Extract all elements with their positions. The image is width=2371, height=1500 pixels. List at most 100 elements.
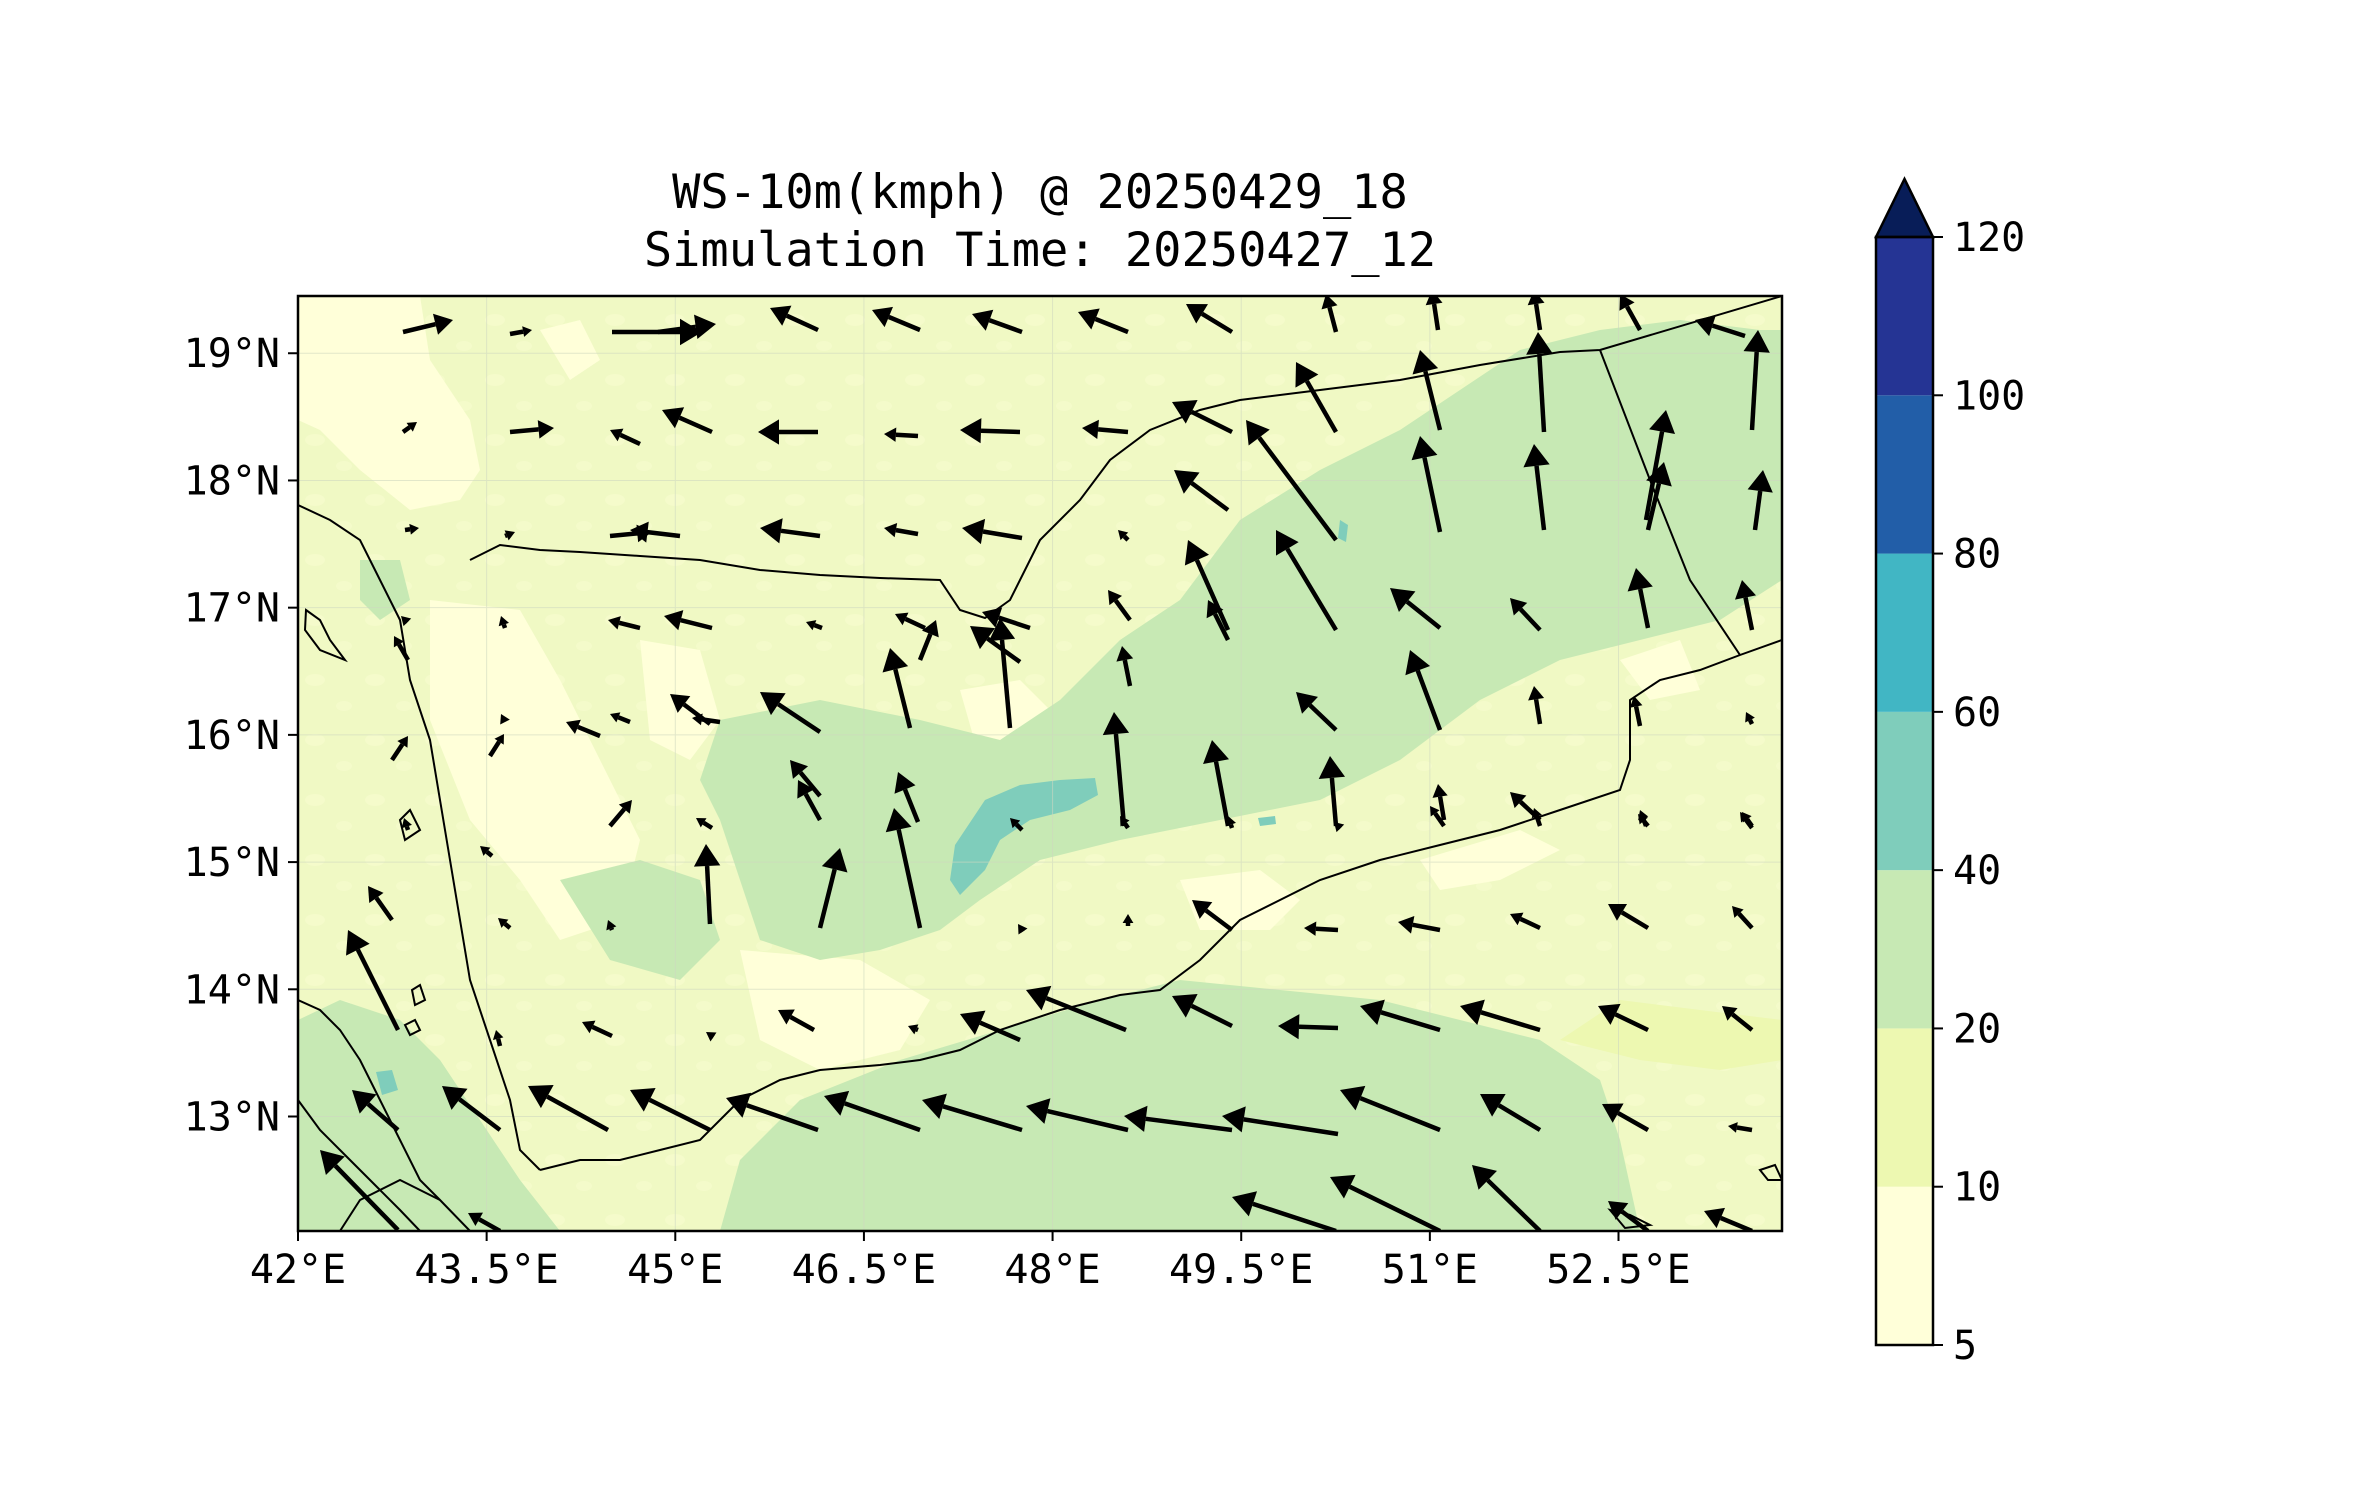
- wind-arrow: [1318, 756, 1346, 827]
- wind-vector-arrows: [320, 296, 1773, 1231]
- wind-arrow: [1203, 740, 1231, 827]
- wind-arrow: [824, 1090, 921, 1133]
- colorbar-segment: [1876, 1186, 1933, 1345]
- wind-arrow: [468, 1212, 502, 1231]
- wind-arrow: [872, 306, 921, 333]
- wind-arrow: [1222, 1106, 1339, 1137]
- wind-arrow: [401, 818, 412, 831]
- wind-arrow: [1116, 646, 1134, 687]
- wind-arrow: [1192, 900, 1234, 932]
- wind-arrow: [1225, 816, 1236, 829]
- wind-arrow: [778, 1009, 816, 1032]
- wind-arrow: [393, 636, 410, 662]
- wind-arrow: [1510, 598, 1542, 632]
- wind-arrow: [1321, 296, 1339, 333]
- wind-arrow: [922, 1093, 1023, 1133]
- wind-arrow: [1460, 999, 1541, 1033]
- wind-arrow: [1018, 924, 1028, 935]
- wind-arrow: [1638, 814, 1650, 828]
- wind-arrow: [1082, 419, 1129, 440]
- wind-arrow: [1184, 540, 1231, 631]
- wind-arrow: [1619, 296, 1642, 332]
- wind-arrow: [1122, 914, 1134, 926]
- wind-arrow: [706, 1032, 717, 1042]
- longitude-tick-label: 42°E: [250, 1247, 346, 1293]
- longitude-tick-label: 52.5°E: [1546, 1247, 1691, 1293]
- wind-arrow: [960, 1010, 1021, 1043]
- wind-arrow: [1118, 530, 1130, 542]
- wind-arrow: [1246, 420, 1338, 542]
- wind-arrow: [346, 930, 401, 1032]
- wind-arrow: [509, 420, 554, 439]
- wind-arrow: [1629, 696, 1643, 727]
- wind-arrow: [1390, 588, 1442, 630]
- map-panel: [298, 296, 1782, 1231]
- wind-arrow: [1740, 812, 1754, 830]
- latitude-tick-label: 13°N: [184, 1095, 280, 1141]
- colorbar-tick-label: 20: [1953, 1006, 2001, 1052]
- colorbar-tick-label: 60: [1953, 690, 2001, 736]
- map-title: WS-10m(kmph) @ 20250429_18: [672, 165, 1408, 220]
- colorbar-segment: [1876, 553, 1933, 712]
- wind-arrow: [885, 808, 923, 929]
- wind-arrow: [817, 848, 848, 929]
- longitude-tick-label: 49.5°E: [1169, 1247, 1314, 1293]
- wind-arrow: [1472, 1165, 1542, 1231]
- wind-arrow: [1186, 304, 1234, 334]
- map-frame: [296, 294, 1784, 1233]
- latitude-tick-label: 15°N: [184, 840, 280, 886]
- colorbar-tick-label: 40: [1953, 848, 2001, 894]
- wind-arrow: [908, 1024, 919, 1035]
- longitude-axis: 42°E 43.5°E 45°E 46.5°E 48°E 49.5°E 51°E 52.5°E: [250, 1231, 1691, 1293]
- latitude-tick-label: 19°N: [184, 331, 280, 377]
- wind-arrow: [610, 428, 641, 447]
- wind-arrow: [1598, 1003, 1649, 1033]
- wind-arrow: [390, 736, 408, 762]
- wind-arrow: [917, 620, 939, 661]
- colorbar-extend-arrow: [1873, 176, 1936, 239]
- wind-arrow: [1334, 822, 1345, 833]
- wind-arrow: [1523, 444, 1550, 531]
- map-subtitle: Simulation Time: 20250427_12: [644, 223, 1436, 278]
- wind-arrow: [582, 1020, 613, 1039]
- colorbar-segment: [1876, 711, 1933, 871]
- wind-arrow: [402, 313, 453, 335]
- wind-arrow: [693, 844, 721, 925]
- wind-arrow: [1425, 296, 1443, 331]
- wind-arrow: [606, 920, 617, 931]
- latitude-tick-label: 17°N: [184, 586, 280, 632]
- wind-arrow: [962, 518, 1023, 545]
- wind-arrow: [884, 427, 919, 442]
- wind-arrow: [1722, 1006, 1754, 1032]
- wind-arrow: [758, 419, 818, 445]
- wind-arrow: [401, 616, 412, 627]
- wind-arrow: [1174, 470, 1230, 512]
- wind-arrow: [1120, 816, 1130, 830]
- wind-arrow: [662, 407, 713, 435]
- wind-arrow: [498, 616, 509, 629]
- colorbar-tick-label: 10: [1953, 1165, 2001, 1211]
- wind-arrow: [670, 694, 712, 726]
- wind-arrow: [1645, 462, 1672, 531]
- longitude-tick-label: 48°E: [1004, 1247, 1100, 1293]
- longitude-tick-label: 51°E: [1382, 1247, 1478, 1293]
- wind-arrow: [1735, 580, 1756, 631]
- wind-arrow: [797, 780, 822, 822]
- wind-arrow: [1527, 296, 1545, 331]
- wind-arrow: [1405, 650, 1443, 731]
- wind-arrow: [352, 1090, 400, 1132]
- wind-arrow: [988, 618, 1016, 729]
- wind-arrow: [1608, 904, 1650, 930]
- wind-arrow: [806, 620, 823, 631]
- longitude-tick-label: 45°E: [627, 1247, 723, 1293]
- wind-arrow: [630, 521, 681, 543]
- wind-arrow: [1108, 590, 1132, 622]
- wind-arrow: [1528, 686, 1545, 725]
- wind-arrow: [760, 518, 821, 544]
- latitude-tick-label: 18°N: [184, 458, 280, 504]
- wind-arrow: [894, 772, 921, 823]
- wind-arrow: [528, 1085, 610, 1132]
- wind-arrow: [1398, 915, 1441, 934]
- wind-arrow: [972, 309, 1023, 335]
- wind-arrow: [1747, 470, 1773, 531]
